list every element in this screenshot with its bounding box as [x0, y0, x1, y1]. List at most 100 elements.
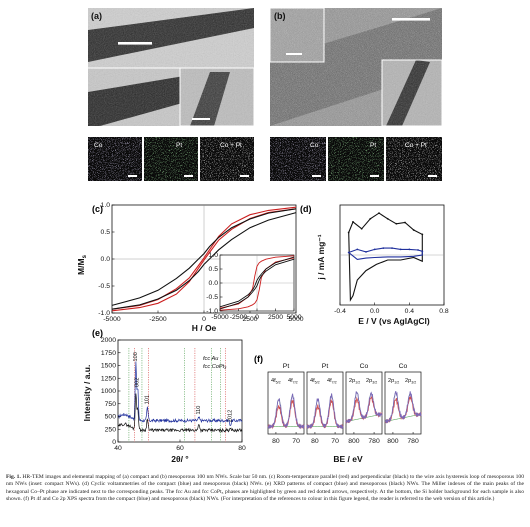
map-label: Co	[94, 142, 103, 149]
scale-bar	[118, 42, 152, 45]
cv-point	[421, 250, 424, 253]
y-tick-label: 1750	[101, 350, 116, 357]
scale-bar	[286, 53, 302, 55]
xps-peak-label: 2p1/2	[349, 378, 360, 385]
xrd-pattern-mesoporous	[117, 393, 243, 434]
xps-subplot: Pt 4f5/2 4f7/2 80 70	[267, 363, 305, 445]
y-tick-label: 0	[112, 439, 116, 446]
xrd-chart: (e) 40 60 80 0 250 500 750 1000 1250 1500 1750 200…	[82, 328, 246, 464]
map-label: Co	[310, 142, 319, 149]
figure-1: (a) (b) Co Pt Co + Pt	[76, 7, 449, 464]
y-tick-label: -0.5	[206, 294, 218, 301]
x-tick-label: -5000	[211, 314, 229, 321]
y-tick-label: 250	[105, 426, 117, 433]
cv-point	[404, 221, 406, 224]
x-tick-label: 0.4	[405, 308, 415, 315]
hysteresis-inset: -5000 -2500 0 2500 5000 -1.0-0.50.00.51.0	[206, 252, 301, 321]
xps-peak-label: 4f5/2	[271, 378, 281, 385]
y-tick-label: 0.0	[101, 256, 111, 263]
x-tick-label: -2500	[149, 316, 167, 323]
map-label: Co + Pt	[220, 142, 242, 149]
cv-point	[391, 247, 393, 250]
hysteresis-chart: (c) -5000 -2500 0 2500 5000 -1.0-0.50.00.51.…	[76, 202, 304, 333]
miller-index: 110	[196, 406, 202, 415]
x-tick-label: 80	[238, 445, 246, 452]
x-tick-label: 0	[255, 314, 259, 321]
y-axis-label: Intensity / a.u.	[82, 365, 92, 422]
tem-mesoporous-panel: (b)	[269, 7, 443, 127]
inset-branch	[219, 258, 295, 310]
xps-peak-label: 4f7/2	[327, 378, 337, 385]
cv-point	[365, 250, 367, 253]
cv-point	[347, 251, 350, 254]
xps-peak-label: 2p3/2	[405, 378, 416, 385]
xps-peak-label: 2p1/2	[388, 378, 399, 385]
xps-subplot: Co 2p1/2 2p3/2 800 780	[345, 363, 383, 445]
y-tick-label: 1500	[101, 363, 116, 370]
x-tick-label: 80	[272, 438, 280, 445]
scale-bar	[192, 118, 210, 120]
caption-label: Fig. 1.	[6, 474, 21, 480]
panel-label-a: (a)	[91, 11, 102, 21]
y-tick-label: -1.0	[206, 308, 218, 315]
cv-point	[395, 222, 398, 225]
y-tick-label: 750	[105, 401, 117, 408]
legend-fcc-copt3: fcc CoPt₃	[203, 364, 227, 370]
x-tick-label: 2500	[268, 314, 283, 321]
x-tick-label: 2500	[242, 316, 257, 323]
inset-branch	[219, 256, 295, 308]
y-tick-label: 1000	[101, 388, 116, 395]
x-tick-label: 0.0	[370, 308, 380, 315]
x-tick-label: 0.8	[439, 308, 449, 315]
xps-chart: (f) Pt 4f5/2 4f7/2 80 70 Pt 4f5/2 4f7/2 80 70 Co 2p…	[254, 354, 422, 464]
panel-label-e: (e)	[92, 328, 103, 338]
cv-point	[382, 247, 385, 250]
cv-point	[378, 212, 380, 215]
xps-spectrum-compact	[267, 393, 305, 429]
miller-index: 2012	[227, 410, 233, 422]
hysteresis-branch	[111, 208, 297, 306]
x-tick-label: 70	[292, 438, 300, 445]
x-axis-label: H / Oe	[192, 323, 217, 333]
x-tick-label: 5000	[288, 316, 303, 323]
tem-compact-panel: (a)	[88, 8, 255, 127]
cv-point	[347, 231, 350, 234]
x-tick-label: 70	[331, 438, 339, 445]
cv-point	[408, 248, 411, 251]
xps-subplot: Co 2p1/2 2p3/2 800 780	[384, 363, 422, 445]
x-tick-label: 60	[176, 445, 184, 452]
y-tick-label: 0.5	[209, 266, 219, 273]
y-tick-label: 1.0	[209, 252, 219, 259]
x-axis-label: BE / eV	[333, 454, 363, 464]
cv-point	[356, 248, 359, 251]
xps-subplot: Pt 4f5/2 4f7/2 80 70	[306, 363, 344, 445]
cv-point	[386, 217, 389, 220]
xps-fit	[307, 394, 343, 427]
xps-fit	[307, 398, 343, 427]
cv-point	[421, 233, 424, 236]
xps-fit	[268, 398, 304, 427]
y-tick-label: 2000	[101, 337, 116, 344]
xps-spectrum-compact	[384, 391, 422, 424]
y-tick-label: 0.5	[101, 229, 111, 236]
xps-title: Pt	[283, 363, 290, 370]
panel-label-b: (b)	[274, 11, 286, 21]
cv-point	[360, 227, 363, 230]
y-tick-label: 500	[105, 414, 117, 421]
cv-point	[399, 248, 402, 251]
y-tick-label: 1.0	[101, 202, 111, 209]
xps-peak-label: 2p3/2	[366, 378, 377, 385]
xps-title: Pt	[322, 363, 329, 370]
panel-label-f: (f)	[254, 354, 263, 364]
legend-fcc-au: fcc Au	[203, 356, 218, 362]
cv-loop	[348, 212, 423, 302]
x-tick-label: 5000	[286, 314, 301, 321]
scale-bar	[392, 18, 430, 21]
caption-text: HR-TEM images and elemental mapping of (…	[6, 474, 524, 503]
x-tick-label: 780	[407, 438, 419, 445]
miller-index: 101	[144, 395, 150, 404]
miller-index: 100	[133, 352, 139, 361]
cv-point	[352, 220, 354, 223]
x-tick-label: 800	[387, 438, 399, 445]
xps-spectrum-compact	[345, 391, 383, 425]
